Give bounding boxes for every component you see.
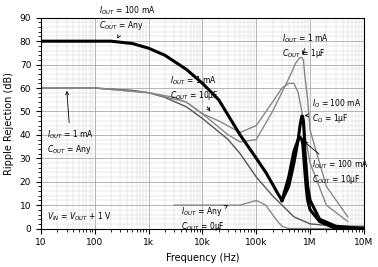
Text: $I_O$ = 100 mA
$C_O$ = 1μF: $I_O$ = 100 mA $C_O$ = 1μF: [305, 98, 362, 125]
Text: $I_{OUT}$ = 1 mA
$C_{OUT}$ = 10μF: $I_{OUT}$ = 1 mA $C_{OUT}$ = 10μF: [170, 74, 219, 111]
Text: $V_{IN}$ = $V_{OUT}$ + 1 V: $V_{IN}$ = $V_{OUT}$ + 1 V: [47, 211, 112, 223]
Text: $I_{OUT}$ = Any
$C_{OUT}$ = 0μF: $I_{OUT}$ = Any $C_{OUT}$ = 0μF: [181, 205, 228, 233]
Text: $I_{OUT}$ = 100 mA
$C_{OUT}$ = Any: $I_{OUT}$ = 100 mA $C_{OUT}$ = Any: [99, 5, 156, 38]
X-axis label: Frequency (Hz): Frequency (Hz): [166, 253, 239, 263]
Text: $I_{OUT}$ = 100 mA
$C_{OUT}$ = 10μF: $I_{OUT}$ = 100 mA $C_{OUT}$ = 10μF: [305, 142, 369, 186]
Text: $I_{OUT}$ = 1 mA
$C_{OUT}$ = 1μF: $I_{OUT}$ = 1 mA $C_{OUT}$ = 1μF: [282, 32, 329, 60]
Text: $I_{OUT}$ = 1 mA
$C_{OUT}$ = Any: $I_{OUT}$ = 1 mA $C_{OUT}$ = Any: [47, 92, 94, 156]
Y-axis label: Ripple Rejection (dB): Ripple Rejection (dB): [4, 72, 14, 175]
